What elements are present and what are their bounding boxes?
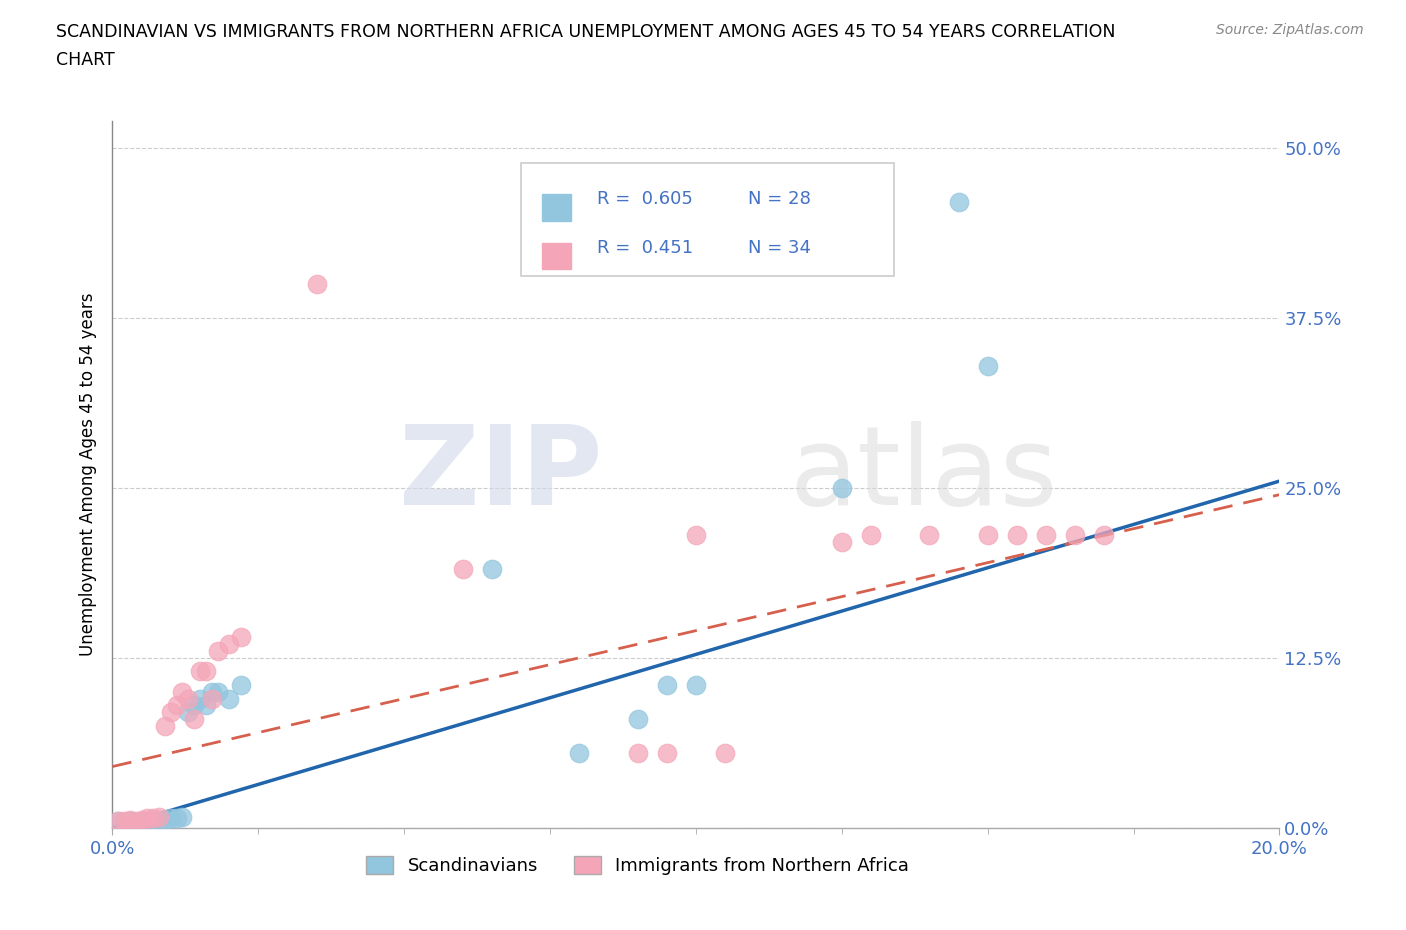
Point <box>148 809 170 824</box>
Point <box>685 528 707 543</box>
Point <box>568 746 591 761</box>
Point <box>107 814 129 829</box>
Text: Source: ZipAtlas.com: Source: ZipAtlas.com <box>1216 23 1364 37</box>
Point <box>118 814 141 829</box>
Point <box>131 814 153 829</box>
Point <box>714 746 737 761</box>
Point <box>655 678 678 693</box>
Point <box>918 528 941 543</box>
Point <box>166 811 188 826</box>
Point <box>177 705 200 720</box>
Text: N = 28: N = 28 <box>748 191 811 208</box>
Point <box>142 811 165 826</box>
Point <box>183 711 205 726</box>
Point <box>207 644 229 658</box>
Point <box>218 637 240 652</box>
Point <box>948 195 970 210</box>
Point <box>153 812 176 827</box>
Point <box>160 705 183 720</box>
Point <box>118 812 141 827</box>
FancyBboxPatch shape <box>520 164 894 276</box>
Point <box>1035 528 1057 543</box>
Point <box>229 678 252 693</box>
Text: CHART: CHART <box>56 51 115 69</box>
Point <box>831 481 853 496</box>
Point <box>218 691 240 706</box>
Point <box>481 562 503 577</box>
Point <box>831 535 853 550</box>
Text: ZIP: ZIP <box>399 420 603 528</box>
FancyBboxPatch shape <box>541 243 571 269</box>
Point <box>229 630 252 644</box>
Point <box>172 684 194 699</box>
Point <box>131 812 153 827</box>
Point <box>685 678 707 693</box>
Point <box>655 746 678 761</box>
Point <box>172 809 194 824</box>
Y-axis label: Unemployment Among Ages 45 to 54 years: Unemployment Among Ages 45 to 54 years <box>79 293 97 656</box>
Point <box>125 814 148 829</box>
Point <box>627 746 650 761</box>
Point <box>201 684 224 699</box>
Point <box>1005 528 1028 543</box>
Point <box>194 698 217 712</box>
Point <box>188 691 211 706</box>
Point <box>1064 528 1087 543</box>
Point <box>860 528 883 543</box>
Point <box>160 811 183 826</box>
Point <box>976 528 998 543</box>
Point <box>976 358 998 373</box>
Point <box>188 664 211 679</box>
Point <box>201 691 224 706</box>
Point <box>148 814 170 829</box>
Text: SCANDINAVIAN VS IMMIGRANTS FROM NORTHERN AFRICA UNEMPLOYMENT AMONG AGES 45 TO 54: SCANDINAVIAN VS IMMIGRANTS FROM NORTHERN… <box>56 23 1116 41</box>
Point <box>107 814 129 829</box>
Point <box>177 691 200 706</box>
Text: R =  0.605: R = 0.605 <box>596 191 693 208</box>
Point <box>305 276 328 291</box>
Point <box>142 812 165 827</box>
Point <box>207 684 229 699</box>
Text: R =  0.451: R = 0.451 <box>596 239 693 257</box>
Point <box>166 698 188 712</box>
Point <box>112 814 135 829</box>
Point <box>112 815 135 830</box>
Point <box>153 718 176 733</box>
Point <box>194 664 217 679</box>
FancyBboxPatch shape <box>541 194 571 220</box>
Point <box>136 811 159 826</box>
Legend: Scandinavians, Immigrants from Northern Africa: Scandinavians, Immigrants from Northern … <box>359 848 917 883</box>
Text: N = 34: N = 34 <box>748 239 811 257</box>
Text: atlas: atlas <box>789 420 1057 528</box>
Point <box>451 562 474 577</box>
Point <box>136 815 159 830</box>
Point <box>183 698 205 712</box>
Point <box>125 815 148 830</box>
Point <box>1094 528 1116 543</box>
Point <box>627 711 650 726</box>
